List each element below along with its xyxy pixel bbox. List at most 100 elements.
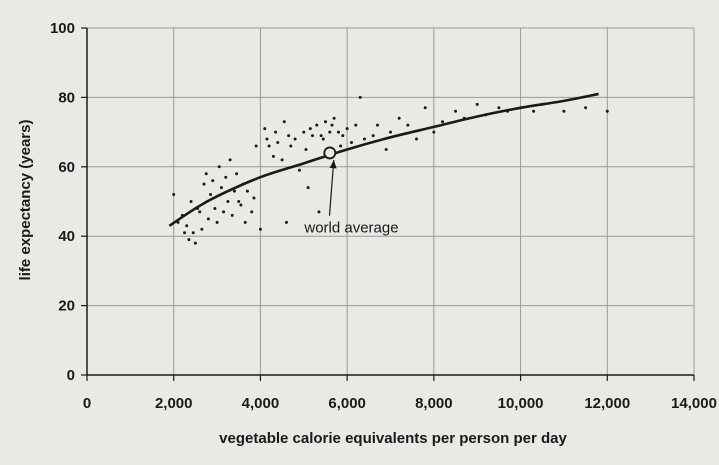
data-point xyxy=(389,130,392,134)
data-point xyxy=(317,210,321,214)
data-point xyxy=(222,210,226,214)
data-point xyxy=(349,141,353,145)
x-tick-label: 14,000 xyxy=(671,395,717,412)
data-point xyxy=(232,189,236,193)
data-point xyxy=(183,231,187,235)
x-tick-label: 12,000 xyxy=(584,395,630,412)
x-tick-label: 6,000 xyxy=(328,395,366,412)
data-point xyxy=(271,154,275,158)
data-point xyxy=(265,137,269,141)
data-point xyxy=(274,130,278,134)
data-point xyxy=(354,123,358,127)
annotation-label: world average xyxy=(303,220,398,237)
data-point xyxy=(224,175,228,179)
data-point xyxy=(193,241,197,245)
data-point xyxy=(584,106,588,110)
data-point xyxy=(258,227,262,231)
data-point xyxy=(189,200,193,203)
data-point xyxy=(605,109,609,113)
data-point xyxy=(185,224,189,228)
data-point xyxy=(200,227,204,231)
x-tick-label: 0 xyxy=(83,395,91,412)
data-point xyxy=(371,134,375,138)
data-point xyxy=(341,134,345,138)
y-tick-label: 80 xyxy=(58,89,75,106)
data-point xyxy=(250,210,254,214)
data-point xyxy=(306,186,310,190)
data-point xyxy=(180,213,184,217)
x-tick-label: 8,000 xyxy=(415,395,453,412)
annotations: world average xyxy=(303,146,399,237)
data-point xyxy=(484,113,488,117)
data-point xyxy=(198,210,202,214)
data-point xyxy=(304,147,308,151)
data-point xyxy=(397,116,401,120)
grid xyxy=(87,27,695,375)
data-point xyxy=(263,127,267,131)
data-point xyxy=(540,102,544,106)
data-point xyxy=(462,116,466,120)
data-point xyxy=(187,238,191,242)
data-point xyxy=(358,95,362,99)
data-point xyxy=(267,144,271,148)
data-point xyxy=(562,109,566,113)
data-point xyxy=(217,165,221,169)
x-tick-label: 4,000 xyxy=(242,395,280,412)
data-point xyxy=(252,196,256,200)
data-point xyxy=(245,189,249,193)
data-point xyxy=(475,102,479,106)
y-tick-label: 40 xyxy=(58,228,75,245)
data-point xyxy=(323,120,327,124)
y-tick-label: 0 xyxy=(67,367,75,384)
data-point xyxy=(239,203,243,207)
data-point xyxy=(219,186,223,190)
data-point xyxy=(287,134,291,138)
x-tick-label: 10,000 xyxy=(498,395,544,412)
data-point xyxy=(406,123,410,127)
data-point xyxy=(276,141,280,145)
world-average-marker xyxy=(323,146,337,160)
data-point xyxy=(339,144,343,148)
data-point xyxy=(384,147,388,151)
data-point xyxy=(209,193,213,197)
data-point xyxy=(319,134,323,138)
data-point xyxy=(293,137,297,141)
y-axis-label: life expectancy (years) xyxy=(17,120,34,281)
data-point xyxy=(497,106,501,110)
data-point xyxy=(302,130,306,134)
data-point xyxy=(235,172,239,176)
data-point xyxy=(362,137,366,141)
data-point xyxy=(345,127,349,131)
data-point xyxy=(204,172,208,176)
data-point xyxy=(506,109,510,113)
data-point xyxy=(241,182,245,186)
data-point xyxy=(297,168,301,172)
data-point xyxy=(228,158,232,162)
data-point xyxy=(280,158,284,162)
data-point xyxy=(202,182,206,186)
y-tick-label: 60 xyxy=(58,159,75,176)
data-point xyxy=(213,206,217,210)
data-points xyxy=(172,95,609,245)
data-point xyxy=(332,116,336,120)
data-point xyxy=(441,120,445,124)
data-point xyxy=(415,137,419,141)
data-point xyxy=(454,109,458,113)
data-point xyxy=(432,130,436,134)
data-point xyxy=(196,206,200,210)
data-point xyxy=(243,220,247,224)
data-point xyxy=(328,130,332,134)
data-point xyxy=(226,200,230,203)
data-point xyxy=(289,144,293,148)
y-tick-label: 20 xyxy=(58,298,75,315)
data-point xyxy=(423,106,427,110)
data-point xyxy=(310,134,314,138)
data-point xyxy=(176,220,180,224)
data-point xyxy=(282,120,286,124)
data-point xyxy=(519,106,523,110)
trend-line xyxy=(168,92,599,227)
data-point xyxy=(321,137,325,141)
data-point xyxy=(230,213,234,217)
